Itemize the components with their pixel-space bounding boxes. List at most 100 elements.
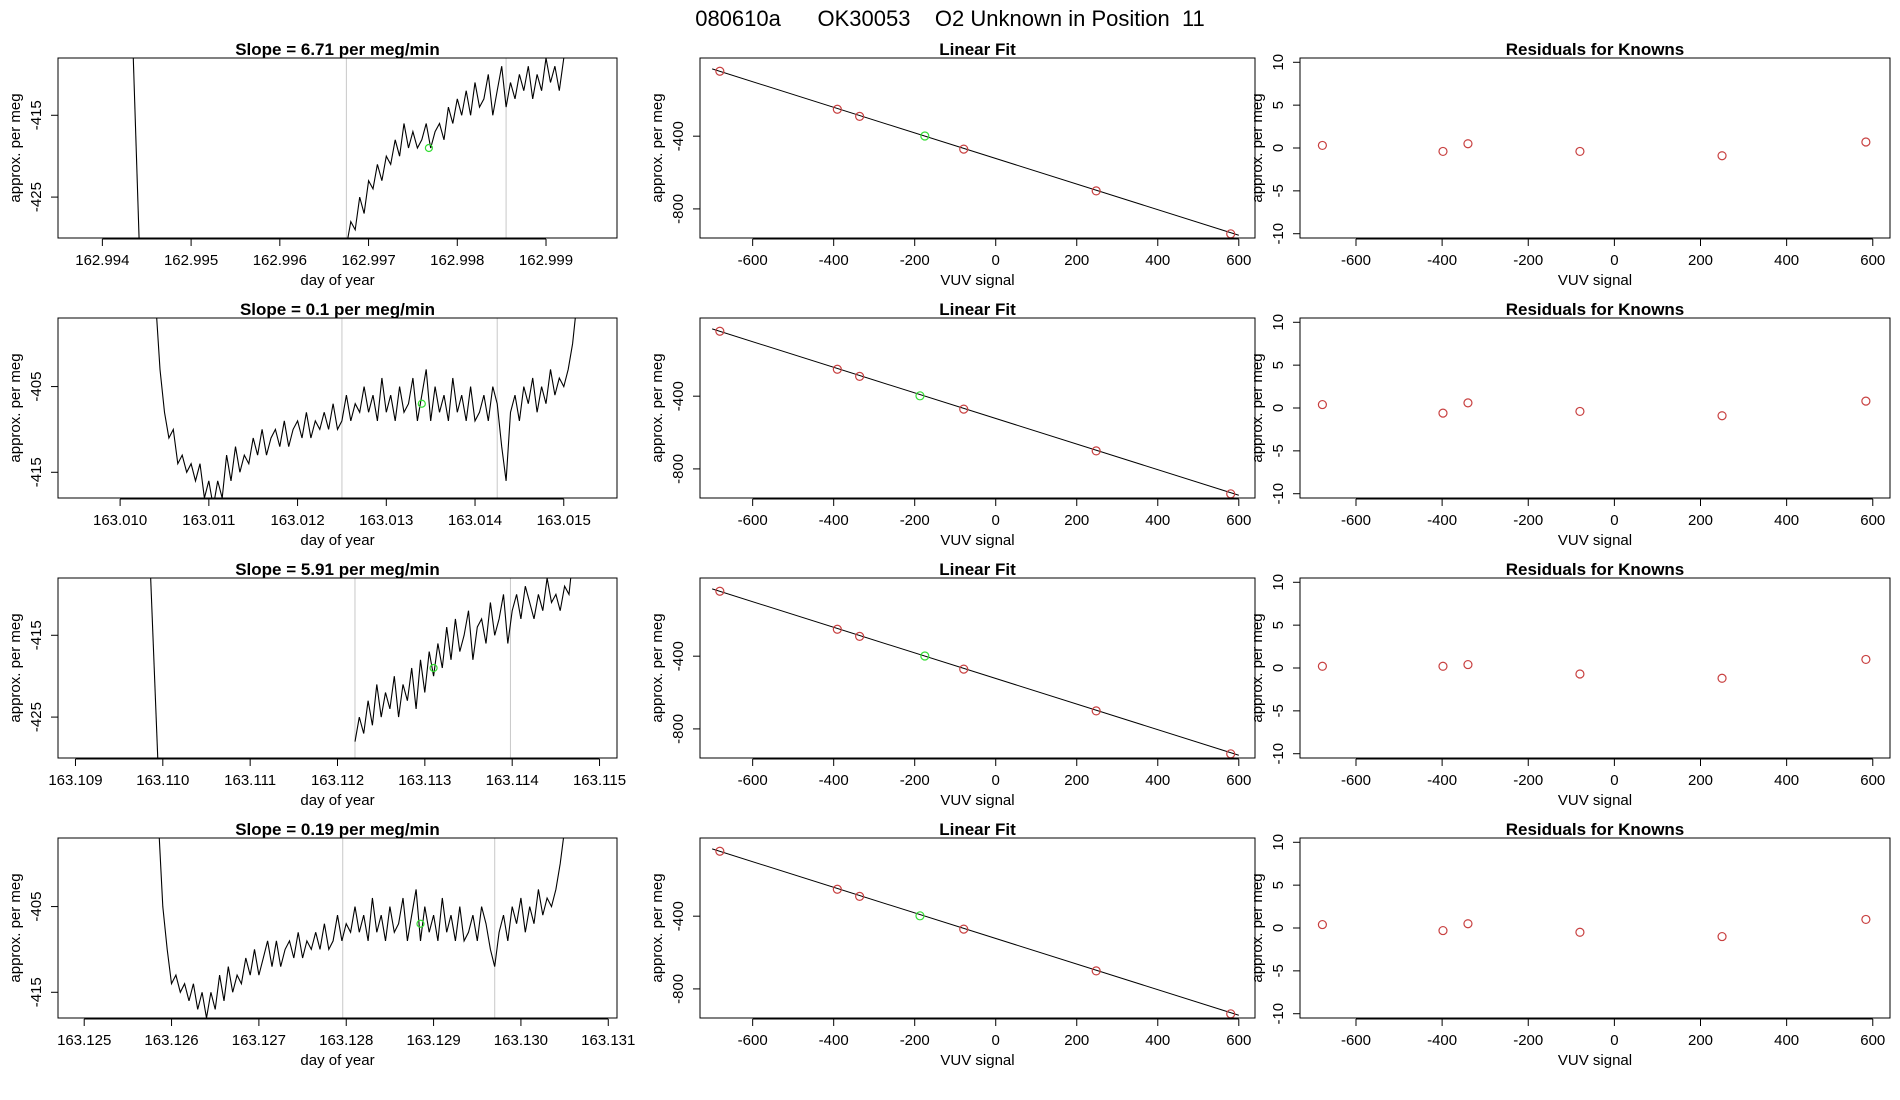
y-tick-label: -425 xyxy=(28,182,45,212)
plot-frame xyxy=(57,317,618,499)
known-standard-point xyxy=(959,664,969,674)
known-standard-point xyxy=(832,104,842,114)
y-tick-label: 0 xyxy=(1270,404,1287,412)
known-standard-point xyxy=(1575,406,1585,417)
x-tick-label: -200 xyxy=(900,252,930,269)
x-tick-label: 600 xyxy=(1860,252,1885,269)
panel-3-3: Residuals for Knowns -600 -400 -200 0 200 400 6… xyxy=(1249,560,1891,809)
trace-line xyxy=(132,58,140,238)
x-tick-label: 400 xyxy=(1774,1032,1799,1049)
known-standard-point xyxy=(1317,661,1327,671)
y-axis-label: approx. per meg xyxy=(7,873,24,982)
x-tick-label: 400 xyxy=(1774,772,1799,789)
x-axis-label: VUV signal xyxy=(1558,792,1632,809)
x-tick-label: 163.109 xyxy=(48,772,102,789)
x-tick-label: 163.126 xyxy=(144,1032,198,1049)
x-tick-label: 162.996 xyxy=(253,252,307,269)
y-tick-label: -5 xyxy=(1270,964,1287,977)
x-axis-label: VUV signal xyxy=(940,792,1014,809)
known-standard-point xyxy=(1317,399,1327,410)
plot-frame xyxy=(1299,837,1891,1019)
x-tick-label: 163.112 xyxy=(311,772,364,789)
y-tick-label: -10 xyxy=(1270,1003,1287,1025)
trace-line xyxy=(150,578,159,758)
x-tick-label: -600 xyxy=(738,252,768,269)
unknown-sample-point xyxy=(915,911,925,921)
plot-frame xyxy=(57,837,618,1019)
unknown-marker-point xyxy=(417,399,426,408)
x-tick-label: 162.999 xyxy=(519,252,573,269)
panel-1-2: Linear Fit -600 -400 -200 0 200 400 600 VUV sign… xyxy=(649,40,1256,289)
x-tick-label: 200 xyxy=(1688,772,1713,789)
y-tick-label: 5 xyxy=(1270,621,1287,629)
x-tick-label: 163.127 xyxy=(232,1032,286,1049)
x-tick-label: -200 xyxy=(900,512,930,529)
known-standard-point xyxy=(1717,411,1727,421)
plot-frame xyxy=(1299,317,1891,499)
y-tick-label: -10 xyxy=(1270,223,1287,245)
x-tick-label: 0 xyxy=(992,252,1000,269)
x-tick-label: 200 xyxy=(1688,1032,1713,1049)
y-tick-label: 0 xyxy=(1270,664,1287,672)
known-standard-point xyxy=(959,144,969,154)
y-tick-label: -400 xyxy=(670,381,687,411)
x-axis-label: VUV signal xyxy=(940,532,1014,549)
panel-title: Residuals for Knowns xyxy=(1506,560,1685,579)
known-standard-point xyxy=(1717,673,1727,683)
unknown-marker-point xyxy=(429,663,438,673)
x-tick-label: 163.015 xyxy=(537,512,591,529)
x-tick-label: 162.997 xyxy=(341,252,395,269)
known-standard-point xyxy=(1091,446,1101,456)
trace-line xyxy=(347,58,565,238)
plot-frame xyxy=(699,577,1256,759)
known-standard-point xyxy=(959,924,969,934)
x-tick-label: -600 xyxy=(1341,772,1371,789)
y-tick-label: -400 xyxy=(670,901,687,931)
y-axis-label: approx. per meg xyxy=(1249,93,1266,202)
panel-title: Slope = 0.1 per meg/min xyxy=(240,300,435,319)
x-tick-label: -200 xyxy=(1513,1032,1543,1049)
known-standard-point xyxy=(1861,137,1871,147)
y-axis-label: approx. per meg xyxy=(649,873,666,982)
unknown-marker-point xyxy=(416,919,425,928)
y-tick-label: -415 xyxy=(28,620,45,650)
x-tick-label: -400 xyxy=(819,252,849,269)
panel-1-1: Slope = 6.71 per meg/min 162.994 162.995 16… xyxy=(7,40,618,289)
known-standard-point xyxy=(1861,914,1871,925)
y-tick-label: -5 xyxy=(1270,444,1287,457)
x-tick-label: 600 xyxy=(1226,772,1251,789)
x-axis-label: VUV signal xyxy=(1558,272,1632,289)
y-axis-label: approx. per meg xyxy=(649,353,666,462)
x-tick-label: -400 xyxy=(819,512,849,529)
known-standard-point xyxy=(1463,139,1473,149)
known-standard-point xyxy=(715,326,725,336)
x-tick-label: 200 xyxy=(1688,512,1713,529)
known-standard-point xyxy=(1438,408,1448,418)
x-axis-label: VUV signal xyxy=(940,272,1014,289)
x-tick-label: 163.128 xyxy=(319,1032,373,1049)
known-standard-point xyxy=(1091,966,1101,976)
known-standard-point xyxy=(1317,919,1327,930)
y-axis-label: approx. per meg xyxy=(7,93,24,202)
known-standard-point xyxy=(1463,398,1473,408)
panel-title: Residuals for Knowns xyxy=(1506,820,1685,839)
known-standard-point xyxy=(1438,661,1448,671)
y-tick-label: 10 xyxy=(1270,834,1287,851)
panel-2-1: Slope = 0.1 per meg/min 163.010 163.011 163… xyxy=(7,300,618,549)
x-tick-label: 600 xyxy=(1226,252,1251,269)
x-tick-label: -400 xyxy=(819,772,849,789)
trace-line xyxy=(156,318,576,498)
trace-line xyxy=(354,578,572,742)
y-tick-label: -10 xyxy=(1270,743,1287,765)
x-tick-label: -600 xyxy=(738,1032,768,1049)
y-axis-label: approx. per meg xyxy=(7,613,24,722)
known-standard-point xyxy=(1717,931,1727,942)
plot-frame xyxy=(1299,57,1891,239)
x-tick-label: -600 xyxy=(738,512,768,529)
panel-title: Slope = 5.91 per meg/min xyxy=(235,560,440,579)
x-tick-label: -600 xyxy=(1341,512,1371,529)
y-tick-label: -800 xyxy=(670,974,687,1004)
x-tick-label: 162.998 xyxy=(430,252,484,269)
known-standard-point xyxy=(855,111,865,121)
y-tick-label: -415 xyxy=(28,977,45,1007)
